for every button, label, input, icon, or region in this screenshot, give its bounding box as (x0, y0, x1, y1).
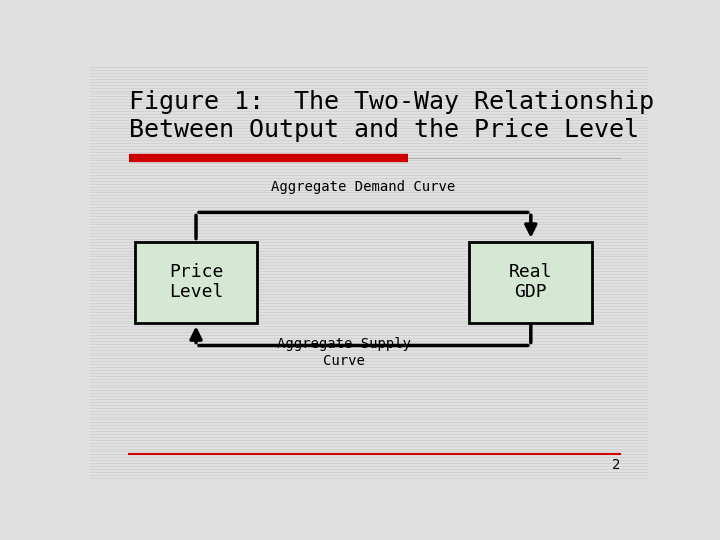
Text: Aggregate Demand Curve: Aggregate Demand Curve (271, 180, 456, 194)
Text: Real
GDP: Real GDP (509, 262, 552, 301)
Text: Aggregate Supply
Curve: Aggregate Supply Curve (277, 337, 411, 368)
Text: Price
Level: Price Level (168, 262, 223, 301)
Bar (135, 241, 258, 322)
Bar (469, 241, 593, 322)
Text: 2: 2 (612, 458, 620, 472)
Text: Figure 1:  The Two-Way Relationship
Between Output and the Price Level: Figure 1: The Two-Way Relationship Betwe… (129, 90, 654, 141)
